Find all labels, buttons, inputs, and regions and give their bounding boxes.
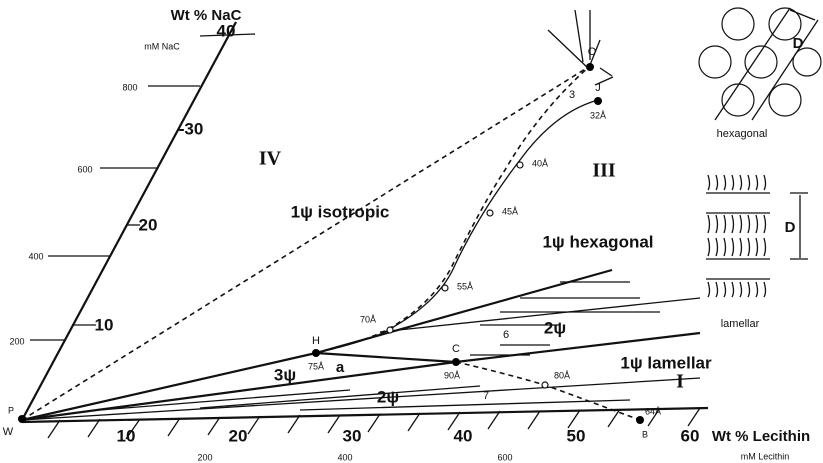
region-number: 6: [503, 329, 509, 341]
region-number: 7: [483, 390, 489, 402]
point-label: C: [452, 343, 460, 355]
inset: [698, 7, 822, 298]
phase-label: 1ψ isotropic: [291, 202, 390, 221]
tick-label: 20: [229, 426, 248, 445]
spacing-label: 90Å: [444, 370, 460, 380]
phase-label: a: [336, 359, 345, 376]
tick-label: 10: [95, 315, 114, 334]
tick-label: 60: [681, 426, 700, 445]
tick-label: 800: [122, 82, 137, 92]
tick-label: 20: [139, 215, 158, 234]
tick-label: 200: [197, 452, 212, 462]
point-label: W: [3, 426, 14, 438]
tick-label: 600: [77, 164, 92, 174]
phase-label: 2ψ: [544, 318, 566, 337]
point-label: P: [8, 405, 14, 415]
inset-label: D: [785, 219, 796, 236]
tick-label: 600: [497, 452, 512, 462]
phase-label: 1ψ hexagonal: [542, 232, 653, 251]
axes: [21, 21, 709, 440]
inset-label: lamellar: [721, 318, 760, 330]
spacing-label: 70Å: [360, 314, 376, 324]
axis-title: Wt % Lecithin: [712, 428, 810, 445]
spacing-label: 75Å: [308, 361, 324, 371]
tick-label: 10: [117, 426, 136, 445]
tick-label: 30: [343, 426, 362, 445]
tick-label: 40: [454, 426, 473, 445]
phase-label: 2ψ: [377, 387, 399, 406]
tick-label: 40: [217, 21, 236, 40]
tick-label: 400: [28, 251, 43, 261]
labels: Wt % NaC mM NaC 10 20 -30 40 200 400 600…: [3, 7, 810, 462]
spacing-label: 64Å: [645, 406, 661, 416]
tick-label: -30: [179, 119, 204, 138]
inset-label: hexagonal: [717, 128, 768, 140]
point-label: H: [312, 335, 320, 347]
inset-label: D: [793, 35, 804, 52]
axis-title: mM NaC: [144, 41, 180, 51]
region-numeral: III: [592, 160, 616, 182]
spacing-label: 40Å: [532, 158, 548, 168]
spacing-label: 32Å: [590, 110, 606, 120]
axis-title: mM Lecithin: [741, 451, 790, 461]
tick-label: 400: [337, 452, 352, 462]
points: [18, 63, 644, 424]
region-number: 3: [569, 89, 575, 101]
axis-title: Wt % NaC: [171, 7, 242, 24]
spacing-label: 45Å: [502, 206, 518, 216]
phase-label: 1ψ lamellar: [620, 353, 712, 372]
spacing-label: 80Å: [554, 370, 570, 380]
point-label: B: [642, 429, 648, 439]
region-numeral: I: [676, 371, 684, 393]
point-label: J: [595, 82, 601, 94]
point-label: O: [588, 46, 597, 58]
tick-label: 200: [9, 336, 24, 346]
spacing-label: 55Å: [457, 281, 473, 291]
region-numeral: IV: [259, 148, 282, 170]
tick-label: 50: [567, 426, 586, 445]
phase-label: 3ψ: [274, 365, 296, 384]
